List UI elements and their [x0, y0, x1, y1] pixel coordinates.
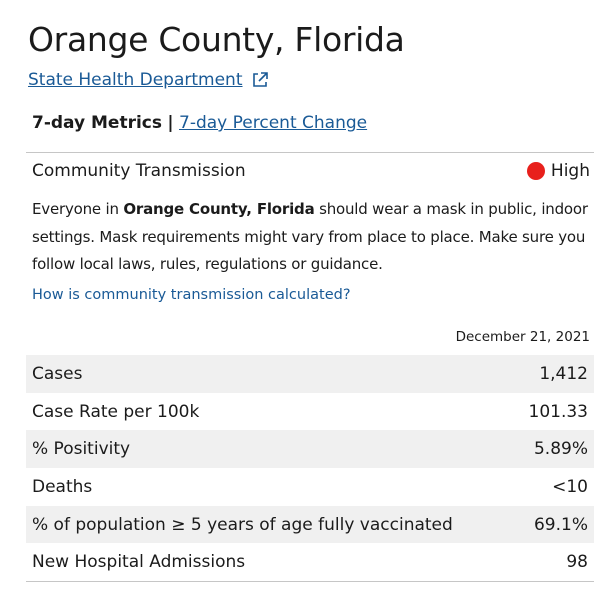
message: Everyone in Orange County, Florida shoul…	[32, 196, 592, 279]
date: December 21, 2021	[455, 329, 590, 345]
source-link[interactable]: State Health Department	[28, 70, 269, 90]
divider	[26, 152, 594, 153]
metrics-table: Cases 1,412 Case Rate per 100k 101.33 % Posi…	[26, 355, 594, 583]
metric-row: % Positivity 5.89%	[26, 430, 594, 469]
message-bold: Orange County, Florida	[123, 200, 315, 218]
metric-row: % of population ≥ 5 years of age fully v…	[26, 505, 594, 544]
how-link[interactable]: How is community transmission calculated…	[32, 287, 351, 303]
metric-value: 98	[566, 552, 588, 573]
metric-label: Case Rate per 100k	[32, 401, 200, 422]
transmission-level: High	[526, 161, 590, 181]
level-text: High	[550, 161, 590, 181]
metric-value: 101.33	[528, 401, 588, 422]
metric-row: Deaths <10	[26, 468, 594, 506]
metric-label: Cases	[32, 363, 83, 384]
message-text: Everyone in	[32, 200, 124, 218]
tabs: 7-day Metrics | 7-day Percent Change	[32, 113, 367, 133]
metric-value: 5.89%	[533, 439, 588, 460]
message-text: should wear a mask in public, indoor set…	[32, 200, 588, 273]
metric-label: % Positivity	[32, 439, 131, 460]
metric-row: Case Rate per 100k 101.33	[26, 393, 594, 431]
source-link-text: State Health Department	[28, 70, 243, 90]
external-icon	[252, 72, 268, 87]
metric-row: Cases 1,412	[26, 355, 594, 393]
transmission-label: Community Transmission	[32, 161, 246, 181]
metric-value: <10	[552, 476, 588, 497]
metric-label: New Hospital Admissions	[32, 552, 246, 573]
transmission-row: Community Transmission High	[32, 161, 590, 181]
level-dot	[526, 162, 545, 180]
title: Orange County, Florida	[28, 20, 405, 59]
metric-value: 1,412	[539, 363, 588, 384]
metric-label: Deaths	[32, 476, 93, 497]
tab-link[interactable]: 7-day Percent Change	[179, 113, 368, 133]
metric-value: 69.1%	[533, 514, 588, 535]
tab-separator: |	[167, 113, 174, 133]
metric-row: New Hospital Admissions 98	[26, 543, 594, 581]
active-tab: 7-day Metrics	[32, 113, 162, 133]
metric-label: % of population ≥ 5 years of age fully v…	[32, 514, 453, 535]
